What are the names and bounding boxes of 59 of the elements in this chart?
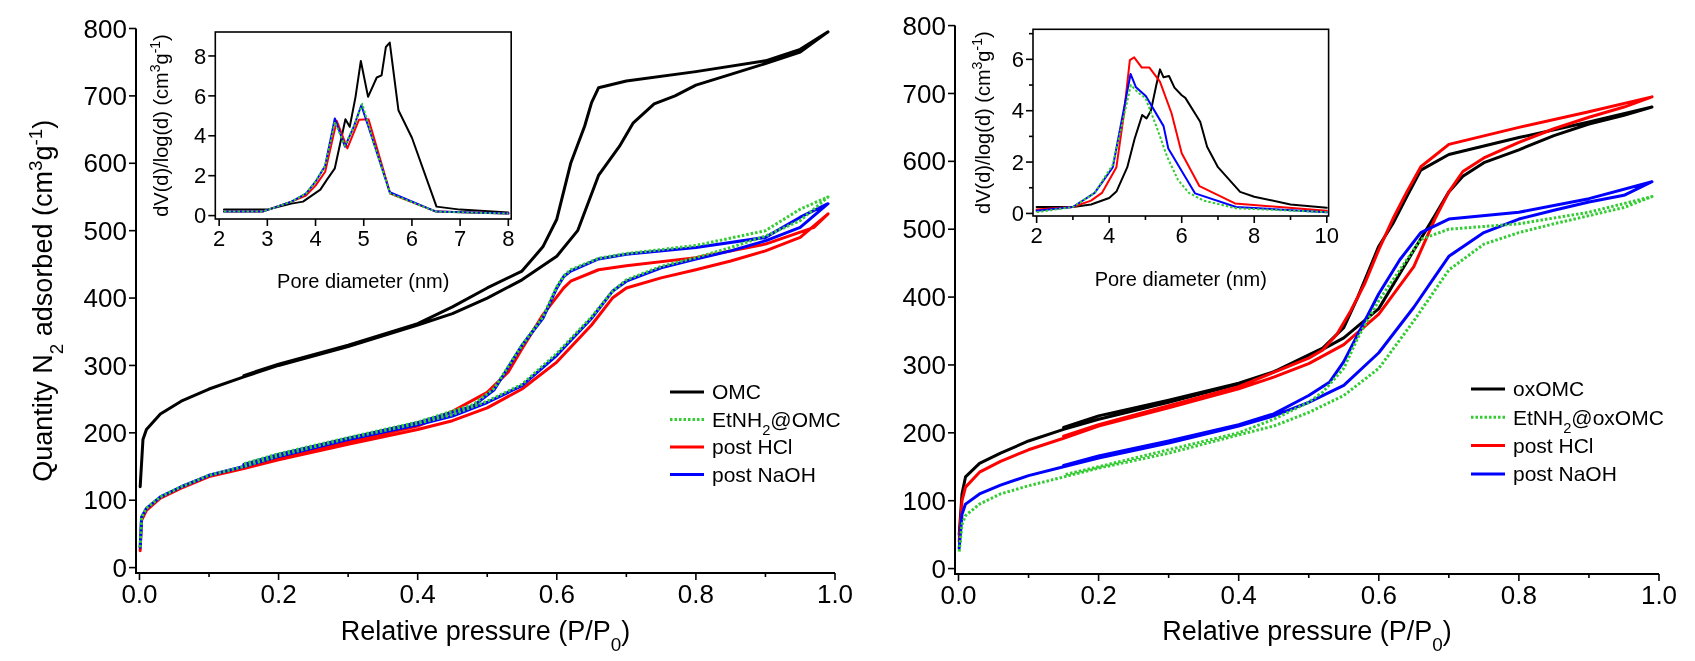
y-tick-label: 600: [83, 148, 127, 179]
y-tick-label: 800: [83, 13, 127, 44]
y-tick-label: 100: [902, 485, 946, 516]
y-tick-label: 300: [902, 350, 946, 381]
legend-label: post HCl: [712, 435, 793, 459]
y-tick-label: 700: [902, 78, 946, 109]
x-axis-title: Pore diameter (nm): [277, 270, 450, 292]
x-tick-label: 0.6: [538, 578, 575, 609]
x-tick-label: 10: [1314, 222, 1340, 248]
x-tick-label: 7: [453, 225, 467, 251]
y-tick-label: 4: [194, 123, 207, 149]
y-tick-label: 2: [194, 163, 207, 189]
x-tick-label: 0.8: [677, 578, 714, 609]
legend-label: post NaOH: [1513, 462, 1617, 486]
y-tick-label: 300: [83, 350, 127, 381]
x-axis-title: Relative pressure (P/P$_{0}$): [1162, 616, 1452, 655]
y-tick-label: 4: [1011, 98, 1024, 124]
legend-label: oxOMC: [1513, 377, 1585, 401]
x-tick-label: 8: [1248, 222, 1261, 248]
y-tick-label: 6: [1011, 47, 1024, 73]
x-tick-label: 0.4: [399, 578, 436, 609]
x-tick-label: 6: [1175, 222, 1188, 248]
x-tick-label: 5: [357, 225, 370, 251]
x-tick-label: 4: [1103, 222, 1116, 248]
x-tick-label: 2: [213, 225, 226, 251]
legend-label: EtNH$_{2}$@oxOMC: [1513, 405, 1664, 436]
legend-label: EtNH$_{2}$@OMC: [712, 407, 841, 438]
x-tick-label: 0.8: [1500, 579, 1537, 610]
y-tick-label: 400: [83, 283, 127, 314]
x-tick-label: 0.6: [1360, 579, 1397, 610]
x-tick-label: 3: [261, 225, 274, 251]
x-tick-label: 6: [405, 225, 419, 251]
x-tick-label: 2: [1030, 222, 1043, 248]
x-tick-label: 0.2: [260, 578, 297, 609]
y-tick-label: 0: [194, 203, 207, 229]
legend-label: post HCl: [1513, 433, 1594, 457]
x-axis-title: Pore diameter (nm): [1094, 268, 1267, 290]
y-tick-label: 700: [83, 80, 127, 111]
y-tick-label: 6: [194, 83, 207, 109]
y-tick-label: 400: [902, 282, 946, 313]
x-tick-label: 8: [502, 225, 515, 251]
y-tick-label: 200: [83, 417, 127, 448]
y-tick-label: 500: [902, 214, 946, 245]
legend-label: post NaOH: [712, 462, 816, 486]
y-tick-label: 0: [1011, 201, 1024, 227]
y-tick-label: 2: [1011, 149, 1024, 175]
y-tick-label: 500: [83, 215, 127, 246]
x-tick-label: 4: [309, 225, 322, 251]
y-tick-label: 100: [83, 485, 127, 516]
x-axis-title: Relative pressure (P/P$_{0}$): [340, 616, 631, 655]
x-tick-label: 1.0: [1640, 579, 1678, 610]
x-tick-label: 0.2: [1080, 579, 1117, 610]
x-tick-label: 0.4: [1220, 579, 1257, 610]
y-tick-label: 200: [902, 417, 946, 448]
legend-label: OMC: [712, 380, 761, 404]
y-tick-label: 600: [902, 146, 946, 177]
x-tick-label: 1.0: [816, 578, 854, 609]
y-tick-label: 8: [194, 43, 207, 69]
y-tick-label: 800: [902, 10, 946, 41]
